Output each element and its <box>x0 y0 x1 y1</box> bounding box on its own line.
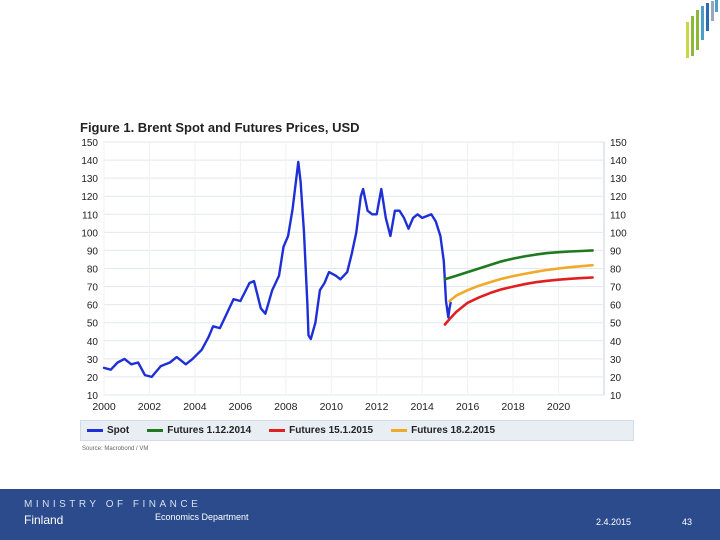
y-tick-label-left: 40 <box>87 337 99 348</box>
y-tick-label-right: 20 <box>610 373 622 384</box>
x-tick-label: 2016 <box>456 401 480 410</box>
legend-swatch-futures-jan <box>269 429 286 432</box>
x-tick-label: 2020 <box>547 401 571 410</box>
x-tick-label: 2000 <box>92 401 116 410</box>
y-tick-label-right: 110 <box>610 210 626 221</box>
logo-bar <box>706 3 709 31</box>
y-tick-label-right: 10 <box>610 391 622 402</box>
series-lines <box>102 160 594 379</box>
legend-item-futures-feb: Futures 18.2.2015 <box>391 425 495 436</box>
footer-date: 2.4.2015 <box>596 517 632 527</box>
legend-swatch-futures-dec <box>147 429 164 432</box>
y-tick-label-right: 150 <box>610 138 627 149</box>
x-tick-label: 2018 <box>501 401 525 410</box>
y-tick-label-left: 20 <box>87 373 99 384</box>
country-name: Finland <box>24 513 64 527</box>
y-tick-label-right: 130 <box>610 174 627 185</box>
y-tick-label-right: 140 <box>610 156 627 167</box>
x-tick-label: 2014 <box>411 401 435 410</box>
logo-bar <box>691 16 694 56</box>
page-number: 43 <box>682 517 693 527</box>
legend-item-futures-jan: Futures 15.1.2015 <box>269 425 373 436</box>
y-tick-label-left: 100 <box>81 228 98 239</box>
y-tick-label-left: 60 <box>87 301 99 312</box>
futures-2015-02-18-line <box>448 263 594 303</box>
x-axis: 2000 2002 2004 2006 2008 2010 2012 2014 2016 2018… <box>92 401 570 410</box>
legend-label-futures-jan: Futures 15.1.2015 <box>289 425 374 436</box>
y-tick-label-left: 90 <box>87 246 99 257</box>
legend-label-futures-dec: Futures 1.12.2014 <box>167 425 252 436</box>
y-tick-label-left: 50 <box>87 319 99 330</box>
y-tick-label-left: 10 <box>87 391 99 402</box>
y-tick-label-left: 80 <box>87 265 99 276</box>
x-tick-label: 2010 <box>320 401 344 410</box>
legend-item-futures-dec: Futures 1.12.2014 <box>147 425 251 436</box>
futures-2014-12-01-line <box>443 249 594 281</box>
y-tick-label-right: 70 <box>610 283 622 294</box>
legend-item-spot: Spot <box>87 425 129 436</box>
futures-2015-01-15-line <box>443 276 594 326</box>
y-tick-label-left: 110 <box>82 210 98 221</box>
chart-legend: Spot Futures 1.12.2014 Futures 15.1.2015… <box>80 420 634 441</box>
logo-bar <box>711 1 714 21</box>
x-tick-label: 2004 <box>183 401 207 410</box>
y-tick-label-right: 100 <box>610 228 627 239</box>
x-tick-label: 2002 <box>138 401 162 410</box>
logo-bar <box>701 6 704 40</box>
legend-label-spot: Spot <box>107 425 130 436</box>
y-tick-label-left: 150 <box>81 138 98 149</box>
footer-bar: MINISTRY OF FINANCE Finland Economics De… <box>0 489 720 540</box>
y-tick-label-right: 60 <box>610 301 622 312</box>
y-axis-left: 10 20 30 40 50 60 70 80 90 100 110 120 130 140 150 <box>81 138 98 402</box>
y-tick-label-left: 140 <box>81 156 98 167</box>
x-tick-label: 2012 <box>365 401 389 410</box>
legend-swatch-spot <box>87 429 103 432</box>
y-tick-label-right: 90 <box>610 246 622 257</box>
y-tick-label-left: 70 <box>87 283 99 294</box>
y-tick-label-left: 30 <box>87 355 99 366</box>
logo-bar <box>715 0 718 12</box>
logo-bar <box>686 22 689 58</box>
ministry-name: MINISTRY OF FINANCE <box>24 499 202 510</box>
x-tick-label: 2008 <box>274 401 298 410</box>
y-tick-label-right: 120 <box>610 192 627 203</box>
y-tick-label-right: 40 <box>610 337 622 348</box>
y-axis-right: 10 20 30 40 50 60 70 80 90 100 110 120 130 140 150 <box>610 138 627 402</box>
ministry-logo-bars <box>684 0 720 60</box>
y-tick-label-right: 30 <box>610 355 622 366</box>
department-name: Economics Department <box>155 512 249 522</box>
grid-lines <box>103 141 604 396</box>
x-tick-label: 2006 <box>229 401 253 410</box>
y-tick-label-left: 130 <box>81 174 98 185</box>
spot-line <box>102 160 452 379</box>
legend-swatch-futures-feb <box>391 429 408 432</box>
y-tick-label-right: 50 <box>610 319 622 330</box>
y-tick-label-right: 80 <box>610 265 622 276</box>
logo-bar <box>696 10 699 50</box>
legend-label-futures-feb: Futures 18.2.2015 <box>411 425 496 436</box>
source-note: Source: Macrobond / VM <box>82 446 149 452</box>
y-tick-label-left: 120 <box>81 192 98 203</box>
chart-title: Figure 1. Brent Spot and Futures Prices,… <box>80 120 360 135</box>
